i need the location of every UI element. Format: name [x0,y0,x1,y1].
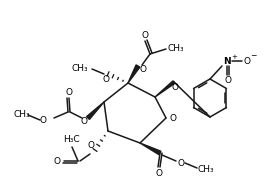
Text: O: O [81,117,88,127]
Text: −: − [250,51,256,60]
Text: H₃C: H₃C [63,135,79,144]
Text: O: O [54,157,60,166]
Text: O: O [141,31,149,40]
Text: CH₃: CH₃ [72,63,88,73]
Polygon shape [140,143,161,155]
Text: O: O [39,115,47,125]
Text: O: O [140,65,147,73]
Text: O: O [243,56,251,65]
Text: O: O [156,169,162,177]
Text: +: + [231,54,237,60]
Polygon shape [155,81,175,97]
Polygon shape [86,102,104,119]
Text: O: O [88,140,94,149]
Text: O: O [178,159,184,167]
Text: O: O [224,75,231,85]
Text: N: N [223,56,231,65]
Text: O: O [172,83,178,92]
Text: CH₃: CH₃ [198,164,214,174]
Text: O: O [66,88,73,97]
Text: O: O [103,75,110,83]
Polygon shape [128,65,140,83]
Text: CH₃: CH₃ [168,43,184,53]
Text: O: O [169,114,177,122]
Text: CH₃: CH₃ [14,110,30,119]
